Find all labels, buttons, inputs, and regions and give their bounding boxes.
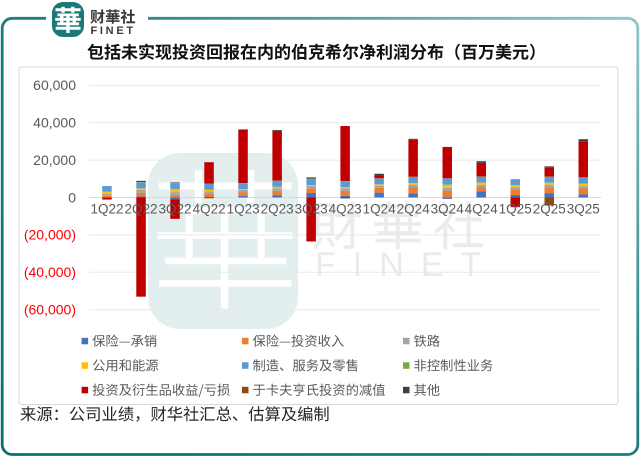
svg-text:20,000: 20,000 xyxy=(33,152,76,168)
svg-text:1Q25: 1Q25 xyxy=(499,202,532,217)
svg-text:2Q24: 2Q24 xyxy=(397,202,431,217)
svg-text:2Q25: 2Q25 xyxy=(533,202,566,217)
svg-text:(20,000): (20,000) xyxy=(24,227,76,243)
svg-text:4Q23: 4Q23 xyxy=(329,202,362,217)
svg-text:FINET: FINET xyxy=(315,246,498,284)
svg-text:2Q22: 2Q22 xyxy=(124,202,157,217)
svg-text:4Q22: 4Q22 xyxy=(193,202,226,217)
svg-text:(60,000): (60,000) xyxy=(24,302,76,318)
svg-text:0: 0 xyxy=(68,189,76,205)
svg-text:4Q24: 4Q24 xyxy=(465,202,499,217)
svg-text:2Q23: 2Q23 xyxy=(261,202,294,217)
svg-text:(40,000): (40,000) xyxy=(24,264,76,280)
svg-text:1Q23: 1Q23 xyxy=(227,202,260,217)
svg-text:FINET: FINET xyxy=(91,25,136,37)
svg-text:3Q25: 3Q25 xyxy=(567,202,600,217)
svg-text:60,000: 60,000 xyxy=(33,77,76,93)
svg-text:1Q22: 1Q22 xyxy=(90,202,123,217)
svg-text:3Q23: 3Q23 xyxy=(295,202,328,217)
svg-text:3Q24: 3Q24 xyxy=(431,202,465,217)
svg-text:40,000: 40,000 xyxy=(33,115,76,131)
svg-text:3Q22: 3Q22 xyxy=(158,202,191,217)
svg-text:1Q24: 1Q24 xyxy=(363,202,397,217)
